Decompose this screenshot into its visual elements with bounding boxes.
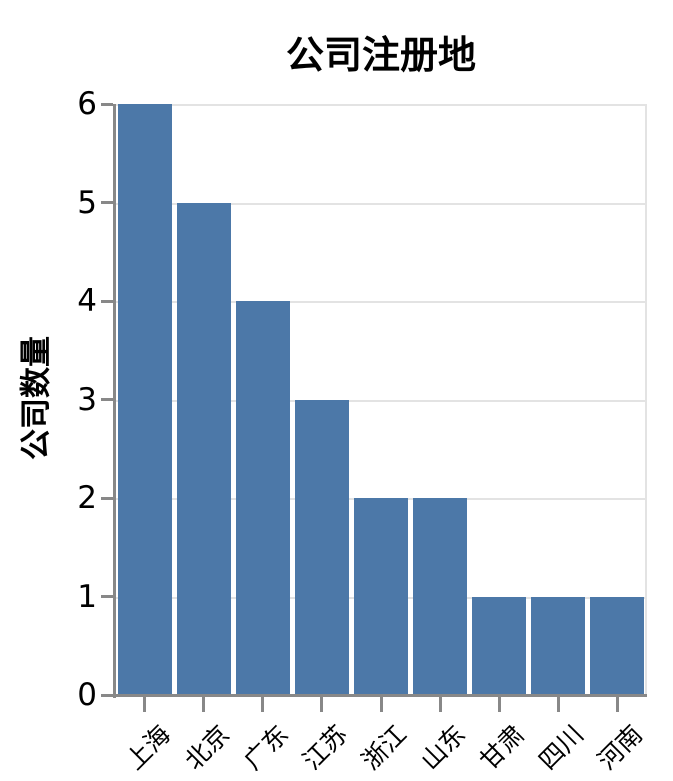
bar-浙江 bbox=[354, 498, 408, 695]
y-tick-0 bbox=[101, 693, 113, 697]
gridline-6 bbox=[115, 104, 647, 106]
x-tick-浙江 bbox=[379, 695, 383, 712]
plot-area bbox=[115, 104, 647, 695]
bar-江苏 bbox=[294, 399, 349, 695]
y-tick-2 bbox=[101, 496, 113, 500]
x-tick-广东 bbox=[261, 695, 265, 712]
y-tick-label-2: 2 bbox=[77, 480, 97, 516]
gridline-3 bbox=[115, 399, 647, 402]
y-tick-label-4: 4 bbox=[77, 283, 97, 319]
gridline-4 bbox=[115, 301, 647, 303]
x-tick-河南 bbox=[615, 695, 619, 712]
gridline-5 bbox=[115, 202, 647, 205]
y-tick-label-5: 5 bbox=[77, 184, 97, 221]
x-tick-label-河南: 河南 bbox=[592, 719, 649, 776]
x-tick-label-四川: 四川 bbox=[533, 719, 590, 776]
y-tick-5 bbox=[101, 201, 113, 204]
y-tick-label-6: 6 bbox=[77, 86, 97, 122]
y-tick-3 bbox=[101, 398, 113, 401]
x-tick-甘肃 bbox=[497, 695, 501, 712]
x-tick-label-山东: 山东 bbox=[415, 719, 472, 776]
bar-甘肃 bbox=[472, 596, 527, 695]
y-tick-label-3: 3 bbox=[77, 381, 97, 418]
bar-山东 bbox=[413, 498, 468, 695]
bar-广东 bbox=[235, 301, 290, 695]
x-tick-山东 bbox=[438, 695, 442, 712]
bar-上海 bbox=[117, 104, 172, 695]
x-tick-四川 bbox=[556, 695, 560, 712]
bar-四川 bbox=[531, 596, 586, 695]
x-tick-label-北京: 北京 bbox=[178, 719, 235, 776]
plot-right-border bbox=[645, 104, 647, 695]
x-tick-北京 bbox=[202, 695, 206, 712]
y-tick-4 bbox=[101, 299, 113, 303]
bar-河南 bbox=[590, 596, 645, 695]
chart-title: 公司注册地 bbox=[285, 33, 476, 77]
x-tick-上海 bbox=[143, 695, 147, 712]
x-tick-label-广东: 广东 bbox=[237, 719, 294, 776]
y-tick-label-0: 0 bbox=[77, 677, 97, 713]
y-tick-1 bbox=[101, 595, 113, 598]
x-tick-label-上海: 上海 bbox=[119, 719, 176, 776]
y-tick-6 bbox=[101, 102, 113, 106]
x-tick-label-江苏: 江苏 bbox=[297, 719, 353, 776]
y-axis-line bbox=[113, 104, 116, 698]
x-tick-label-甘肃: 甘肃 bbox=[474, 719, 531, 776]
bar-北京 bbox=[176, 202, 231, 695]
x-tick-江苏 bbox=[320, 695, 324, 712]
y-tick-label-1: 1 bbox=[77, 578, 97, 615]
x-tick-label-浙江: 浙江 bbox=[356, 719, 413, 776]
